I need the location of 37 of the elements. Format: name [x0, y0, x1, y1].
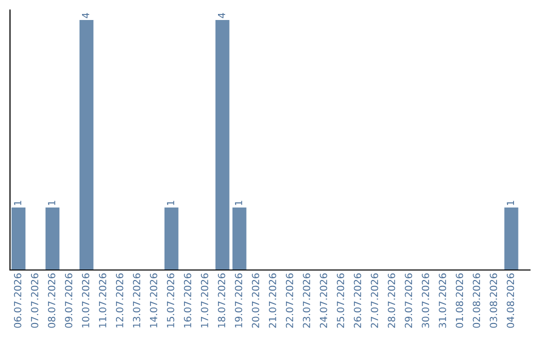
data-label: 1: [14, 200, 22, 206]
x-tick-label: 30.07.2026: [422, 273, 430, 328]
x-tick-label: 12.07.2026: [116, 273, 124, 328]
x-tick-label: 27.07.2026: [370, 273, 378, 328]
x-tick-label: 07.07.2026: [30, 273, 38, 328]
x-tick-label: 08.07.2026: [48, 273, 56, 328]
x-tick-label: 18.07.2026: [218, 273, 226, 328]
x-tick-label: 16.07.2026: [184, 273, 192, 328]
x-tick-label: 13.07.2026: [132, 273, 140, 328]
x-tick-label: 26.07.2026: [354, 273, 362, 328]
x-tick-label: 31.07.2026: [438, 273, 446, 328]
x-tick-label: 14.07.2026: [150, 273, 158, 328]
x-tick-label: 06.07.2026: [14, 273, 22, 328]
x-tick-label: 24.07.2026: [320, 273, 328, 328]
x-tick-label: 21.07.2026: [268, 273, 276, 328]
x-tick-label: 04.08.2026: [506, 273, 514, 328]
x-tick-label: 03.08.2026: [490, 273, 498, 328]
x-tick-label: 19.07.2026: [234, 273, 242, 328]
x-tick-label: 10.07.2026: [82, 273, 90, 328]
x-tick-label: 25.07.2026: [336, 273, 344, 328]
x-tick-label: 23.07.2026: [302, 273, 310, 328]
x-tick-label: 02.08.2026: [472, 273, 480, 328]
x-tick-label: 15.07.2026: [166, 273, 174, 328]
data-label: 4: [82, 12, 90, 18]
data-label: 1: [167, 200, 174, 206]
x-tick-label: 17.07.2026: [200, 273, 208, 328]
data-label: 1: [506, 200, 514, 206]
data-label: 4: [218, 12, 226, 18]
data-label: 1: [48, 200, 56, 206]
x-tick-label: 29.07.2026: [404, 273, 412, 328]
x-tick-label: 09.07.2026: [64, 273, 72, 328]
x-tick-label: 22.07.2026: [286, 273, 294, 328]
data-label: 1: [235, 200, 242, 206]
x-tick-label: 20.07.2026: [252, 273, 260, 328]
x-tick-label: 11.07.2026: [98, 273, 106, 328]
x-tick-label: 01.08.2026: [456, 273, 464, 328]
x-tick-label: 28.07.2026: [388, 273, 396, 328]
